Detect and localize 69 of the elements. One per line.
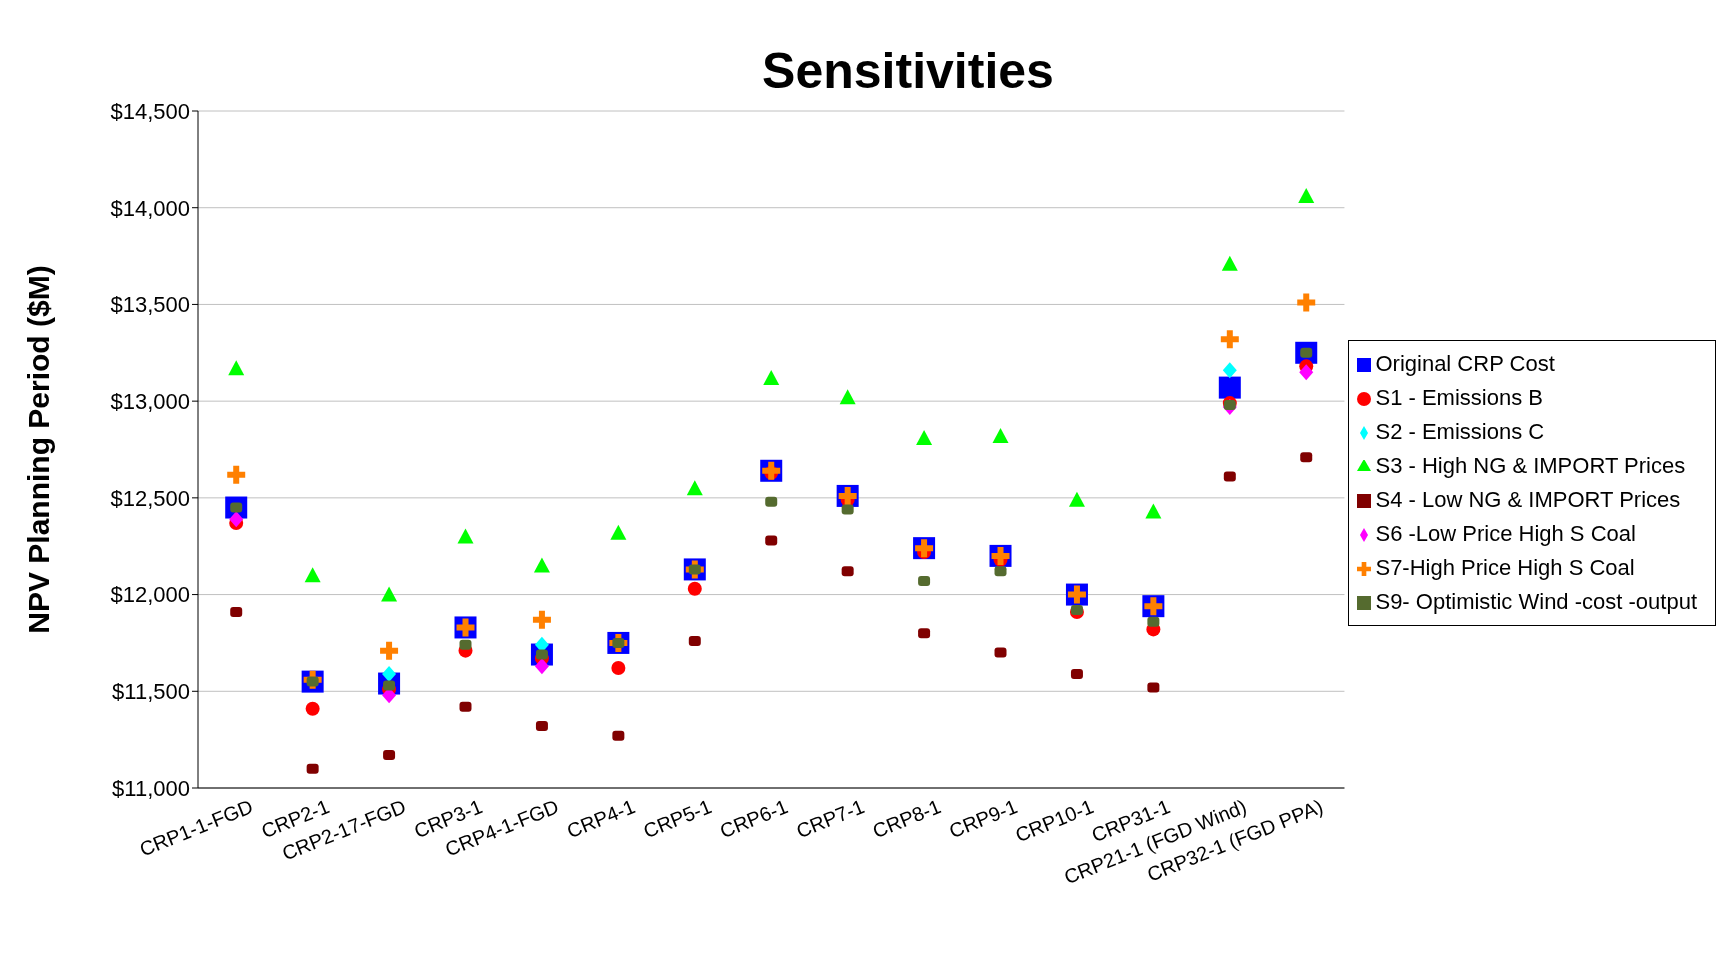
legend-label: S6 -Low Price High S Coal — [1375, 521, 1636, 546]
point — [1145, 503, 1162, 519]
point — [382, 665, 397, 682]
legend-label: S3 - High NG & IMPORT Prices — [1375, 453, 1686, 478]
point — [1220, 330, 1239, 349]
point — [611, 661, 626, 676]
y-tick-label: $12,500 — [110, 485, 190, 511]
point — [612, 730, 625, 741]
point — [687, 581, 702, 596]
point — [839, 389, 856, 405]
point — [305, 701, 320, 716]
point — [1147, 616, 1160, 627]
point — [763, 369, 780, 385]
point — [1222, 362, 1237, 379]
point — [380, 641, 399, 660]
point — [1297, 293, 1316, 312]
y-tick-label: $14,000 — [110, 195, 190, 221]
point — [1070, 668, 1083, 679]
chart-title: Sensitivities — [761, 42, 1055, 100]
point — [918, 576, 931, 587]
point — [457, 528, 474, 544]
point — [688, 635, 701, 646]
y-tick-label: $12,000 — [110, 582, 190, 608]
point — [610, 524, 627, 540]
point — [916, 429, 933, 445]
legend-label: S7-High Price High S Coal — [1375, 555, 1635, 580]
point — [459, 639, 472, 650]
point — [994, 647, 1007, 658]
point — [228, 360, 245, 376]
point — [841, 504, 854, 515]
y-tick-label: $11,500 — [112, 679, 190, 705]
y-axis-title: NPV Planning Period ($M) — [21, 265, 55, 634]
legend-label: S9- Optimistic Wind -cost -output — [1375, 589, 1697, 614]
point — [1068, 491, 1085, 507]
point — [534, 658, 549, 675]
y-tick-label: $13,000 — [110, 388, 190, 414]
point — [1298, 188, 1315, 204]
point — [1147, 682, 1160, 693]
point — [992, 427, 1009, 443]
legend-label: S4 - Low NG & IMPORT Prices — [1375, 487, 1681, 512]
point — [306, 763, 319, 774]
point — [381, 586, 398, 602]
point — [1299, 364, 1314, 381]
point — [686, 480, 703, 496]
point — [841, 566, 854, 577]
point — [1223, 400, 1236, 411]
point — [765, 535, 778, 546]
point — [994, 566, 1007, 577]
point — [227, 465, 246, 484]
legend-label: Original CRP Cost — [1375, 351, 1555, 376]
point — [1223, 471, 1236, 482]
point — [229, 511, 244, 528]
point — [230, 606, 243, 617]
y-tick-label: $14,500 — [110, 98, 190, 124]
point — [535, 721, 548, 732]
point — [1218, 376, 1241, 399]
point — [304, 567, 321, 583]
y-tick-label: $13,500 — [110, 292, 190, 318]
point — [459, 701, 472, 712]
point — [533, 557, 550, 573]
point — [918, 628, 931, 639]
point — [1300, 452, 1313, 463]
point — [765, 496, 778, 507]
point — [383, 750, 396, 761]
legend-label: S1 - Emissions B — [1375, 385, 1543, 410]
y-tick-label: $11,000 — [112, 775, 190, 801]
point — [1221, 255, 1238, 271]
legend-label: S2 - Emissions C — [1375, 419, 1545, 444]
point — [532, 610, 551, 629]
